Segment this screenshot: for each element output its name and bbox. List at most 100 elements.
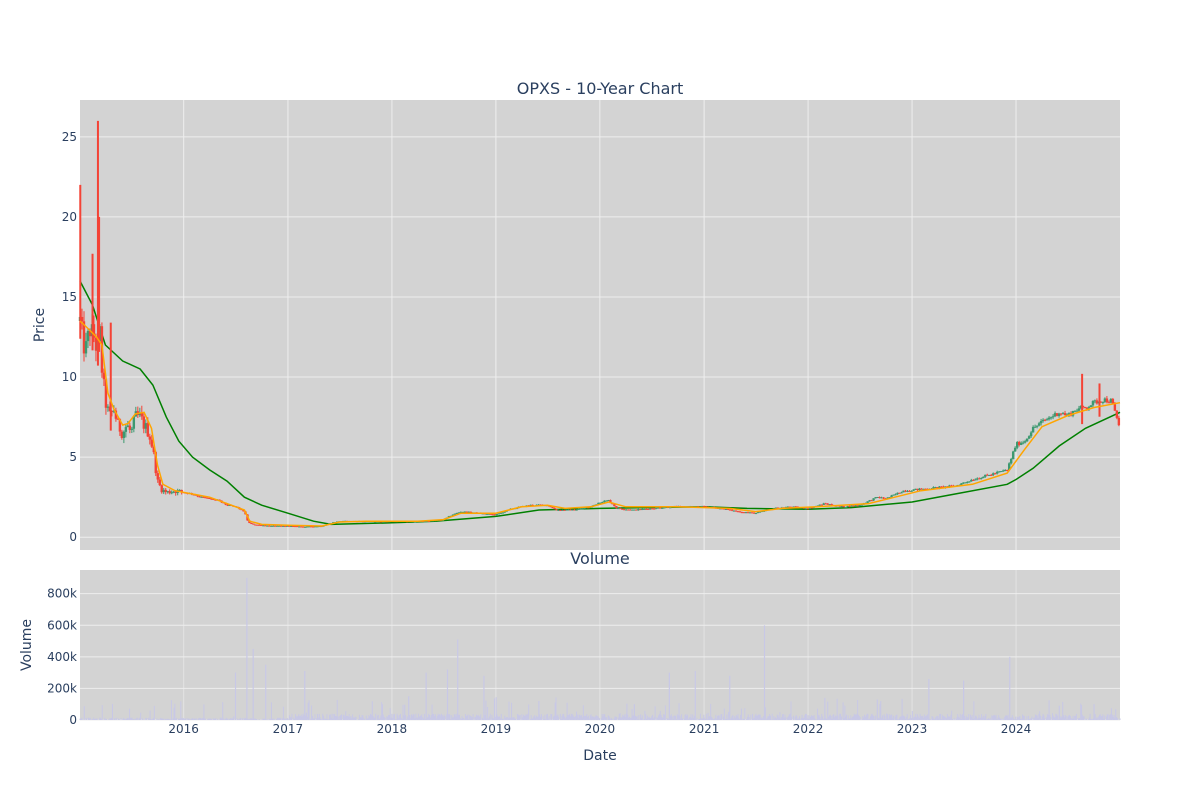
volume-y-axis: 0 200k 400k 600k 800k — [47, 587, 77, 727]
candle-body — [916, 488, 919, 491]
candle-body — [880, 497, 883, 499]
candle-body — [102, 372, 106, 380]
candle-body — [302, 526, 305, 528]
candle-body — [1073, 410, 1077, 412]
candle-body — [629, 509, 632, 511]
candle-body — [846, 505, 849, 507]
candle-body — [501, 512, 504, 514]
candle-body — [623, 509, 626, 511]
price-y-tick-label: 10 — [62, 370, 77, 384]
candle-body — [1109, 398, 1113, 403]
candle-body — [294, 526, 297, 528]
candle-body — [1101, 401, 1105, 403]
candle-body — [818, 504, 821, 506]
candle-body — [792, 506, 796, 508]
candle-body — [172, 491, 175, 493]
candle-body — [86, 330, 90, 342]
candle-body — [828, 504, 831, 506]
candle-body — [702, 506, 706, 508]
candle-body — [904, 490, 907, 492]
x-tick-label: 2024 — [1001, 722, 1032, 736]
candle-body — [950, 485, 953, 487]
candle-body — [1095, 400, 1099, 404]
candle-body — [559, 509, 562, 511]
candle-body — [918, 488, 921, 491]
candle-body — [962, 482, 965, 484]
candle-body — [900, 492, 903, 494]
candle-body — [427, 521, 431, 523]
candle-body — [982, 476, 985, 479]
candle-body — [575, 509, 578, 511]
candle-body — [455, 512, 459, 514]
candle-body — [531, 504, 534, 506]
candle-body — [974, 479, 977, 481]
candle-body — [609, 500, 612, 503]
candle-body — [752, 512, 756, 514]
candle-body — [124, 427, 128, 432]
candle-body — [264, 525, 267, 527]
candle-body — [1009, 458, 1013, 464]
price-y-tick-label: 15 — [62, 290, 77, 304]
candle-body — [1091, 401, 1095, 406]
candle-body — [1035, 425, 1039, 427]
candle-body — [984, 474, 987, 477]
candle-body — [252, 523, 255, 525]
volume-y-axis-title: Volume — [19, 619, 35, 671]
candle-body — [788, 506, 792, 508]
candle-body — [1055, 413, 1059, 416]
candle-body — [704, 506, 708, 508]
candle-body — [148, 436, 151, 440]
candle-body — [826, 503, 829, 505]
candle-body — [866, 501, 869, 503]
candle-body — [200, 496, 203, 498]
candle-body — [637, 509, 640, 511]
candle-body — [280, 525, 283, 527]
candle-body — [569, 509, 572, 511]
candle-body — [104, 379, 108, 408]
candle-body — [990, 474, 993, 476]
candle-body — [669, 507, 672, 509]
candle-body — [852, 505, 855, 507]
candle-body — [647, 508, 650, 510]
candle-body — [296, 526, 299, 528]
candle-body — [994, 473, 997, 475]
candle-body — [94, 337, 98, 351]
candle-body — [146, 423, 149, 437]
candle-body — [732, 510, 736, 512]
candle-body — [82, 321, 86, 354]
candle-body — [88, 330, 92, 337]
candle-body — [1061, 413, 1065, 415]
price-chart-title: OPXS - 10-Year Chart — [517, 79, 683, 98]
candle-body — [174, 491, 177, 494]
candle-body — [262, 525, 265, 527]
candle-body — [908, 490, 911, 492]
candle-body — [631, 509, 634, 511]
candle-body — [571, 509, 574, 511]
candle-body — [300, 526, 303, 528]
candle-body — [158, 479, 161, 486]
candle-body — [425, 521, 429, 523]
candle-body — [1107, 402, 1111, 404]
candle-body — [314, 526, 317, 528]
volume-bars — [79, 577, 1121, 720]
candle-body — [1085, 407, 1089, 409]
candle-body — [1023, 441, 1027, 443]
candle-body — [210, 498, 213, 500]
candle-body — [808, 507, 811, 509]
candle-body — [164, 489, 167, 493]
candle-body — [276, 525, 279, 527]
candle-body — [738, 511, 742, 513]
candle-body — [549, 506, 552, 508]
candle-body — [1033, 426, 1037, 428]
candle-body — [298, 526, 301, 528]
candle-body — [1037, 423, 1041, 426]
volume-y-tick-label: 200k — [47, 681, 77, 695]
candle-body — [180, 489, 183, 493]
candle-body — [643, 508, 646, 510]
volume-y-tick-label: 800k — [47, 587, 77, 601]
candle-body — [806, 508, 810, 510]
candle-body — [639, 509, 642, 511]
candle-body — [1000, 471, 1003, 473]
candle-body — [663, 507, 666, 509]
